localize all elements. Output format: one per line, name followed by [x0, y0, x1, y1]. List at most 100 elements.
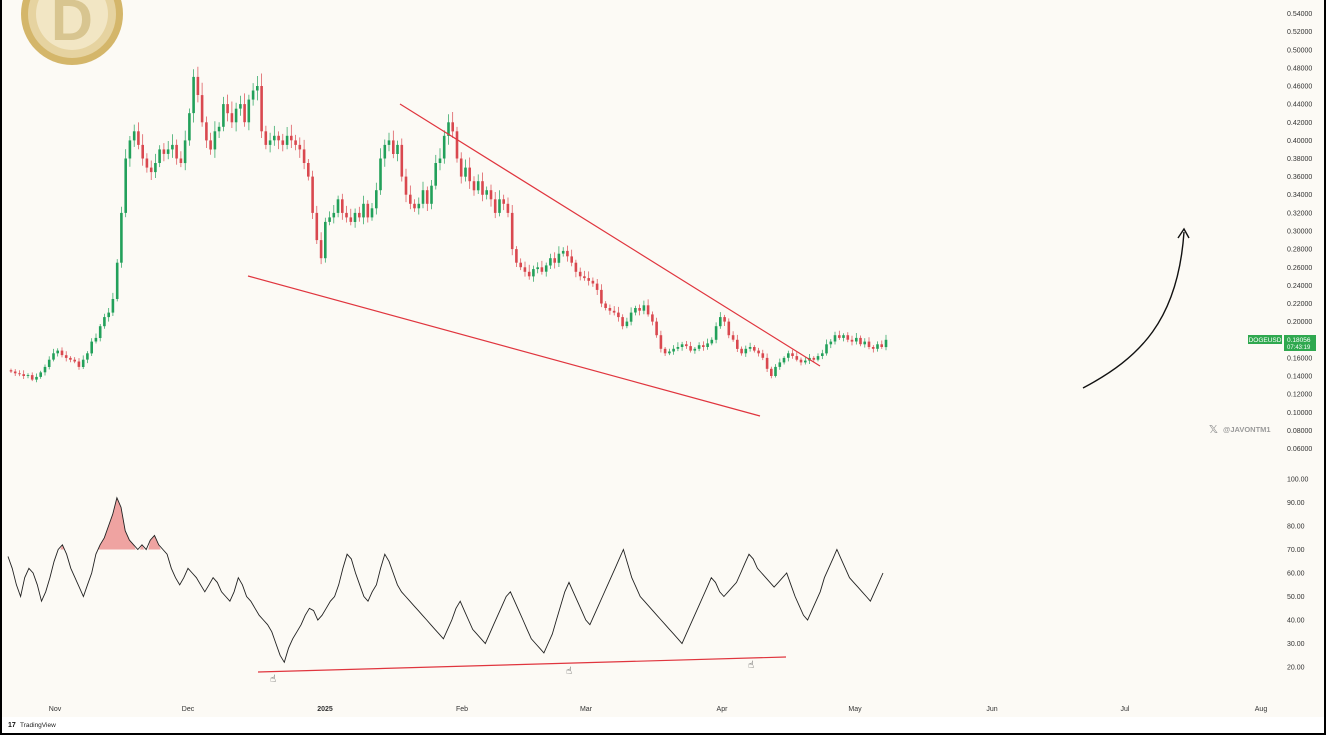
- price-tick-label: 0.46000: [1287, 84, 1312, 91]
- price-tick-label: 0.34000: [1287, 192, 1312, 199]
- candle: [714, 322, 718, 344]
- candle: [804, 357, 807, 365]
- candle-body: [719, 317, 722, 327]
- pointer-hand-icon: ☝: [566, 666, 572, 677]
- candle-body: [396, 144, 399, 154]
- candle-body: [757, 350, 760, 354]
- candle: [434, 154, 437, 190]
- candle: [307, 159, 310, 181]
- rsi-tick-label: 40.00: [1287, 618, 1305, 625]
- candle-body: [472, 181, 476, 191]
- last-price-label: 0.18056: [1287, 337, 1311, 344]
- candle: [493, 192, 497, 219]
- candle: [629, 307, 633, 326]
- candle: [209, 132, 212, 155]
- candle-body: [132, 131, 136, 141]
- candle: [107, 308, 110, 322]
- candle-body: [375, 190, 378, 209]
- candle: [166, 141, 170, 160]
- candle-body: [239, 104, 242, 109]
- candle: [430, 180, 433, 210]
- candle-body: [30, 375, 34, 380]
- candle-body: [863, 341, 866, 345]
- candle-body: [205, 122, 208, 141]
- candle-body: [583, 276, 586, 279]
- candle: [332, 205, 336, 224]
- candle: [634, 305, 637, 316]
- price-tick-label: 0.54000: [1287, 11, 1312, 18]
- candle-body: [574, 262, 578, 272]
- rsi-tick-label: 70.00: [1287, 547, 1305, 554]
- price-tick-label: 0.48000: [1287, 65, 1312, 72]
- price-tick-label: 0.52000: [1287, 29, 1312, 36]
- candle: [69, 356, 72, 363]
- candle-body: [812, 357, 816, 360]
- candle: [438, 148, 442, 171]
- candle: [527, 264, 531, 280]
- candle-body: [642, 305, 646, 311]
- candlestick-series: [9, 66, 888, 383]
- candle-body: [621, 317, 624, 327]
- candle: [651, 311, 654, 326]
- candle-body: [86, 353, 89, 360]
- candle-body: [175, 144, 178, 159]
- candle: [362, 195, 365, 225]
- candle-body: [795, 356, 799, 360]
- candle-body: [787, 353, 790, 358]
- candle-body: [383, 144, 387, 159]
- rsi-low-marker-3: ☝: [748, 660, 754, 671]
- candle: [468, 157, 471, 189]
- candle: [273, 125, 276, 146]
- candle-body: [536, 267, 539, 270]
- candle-body: [612, 310, 616, 313]
- candle: [799, 357, 803, 366]
- candle: [196, 66, 200, 103]
- tradingview-footer-text: TradingView: [20, 722, 56, 729]
- candle-body: [468, 167, 471, 182]
- candle-body: [625, 321, 629, 327]
- time-tick-label: Nov: [49, 706, 62, 713]
- candle-body: [770, 368, 773, 376]
- ticker-label: DOGEUSD: [1249, 337, 1282, 344]
- candle: [587, 271, 590, 286]
- price-tick-label: 0.28000: [1287, 247, 1312, 254]
- candle-body: [285, 135, 289, 145]
- candle: [459, 152, 463, 184]
- candle: [638, 304, 641, 316]
- candle-body: [332, 212, 336, 218]
- candle: [60, 347, 64, 358]
- candle-body: [409, 194, 412, 204]
- price-tick-label: 0.38000: [1287, 156, 1312, 163]
- candle-body: [39, 372, 42, 377]
- candle-body: [523, 267, 527, 272]
- candle: [532, 265, 535, 282]
- candle: [549, 253, 552, 269]
- candle-body: [646, 305, 650, 315]
- candle-body: [638, 308, 641, 311]
- candle: [553, 252, 556, 269]
- candle-body: [273, 135, 276, 141]
- price-tick-label: 0.10000: [1287, 410, 1312, 417]
- candle-body: [115, 262, 119, 299]
- candle: [604, 301, 607, 311]
- candle-body: [243, 104, 246, 123]
- candle: [510, 205, 514, 256]
- candle-body: [736, 339, 739, 349]
- candle: [855, 333, 858, 345]
- candle: [192, 69, 195, 123]
- time-tick-label: Apr: [717, 706, 729, 713]
- candle-body: [540, 267, 544, 272]
- candle: [111, 292, 115, 316]
- time-tick-label: 2025: [317, 706, 333, 713]
- candle-body: [502, 199, 505, 204]
- candle: [842, 333, 845, 342]
- candle-body: [358, 212, 361, 218]
- candle: [319, 232, 323, 265]
- candle-body: [421, 190, 425, 204]
- candle: [600, 284, 603, 308]
- candle: [536, 262, 539, 274]
- candle-body: [315, 212, 319, 241]
- footer-bar: [2, 717, 1324, 733]
- candle: [188, 108, 191, 146]
